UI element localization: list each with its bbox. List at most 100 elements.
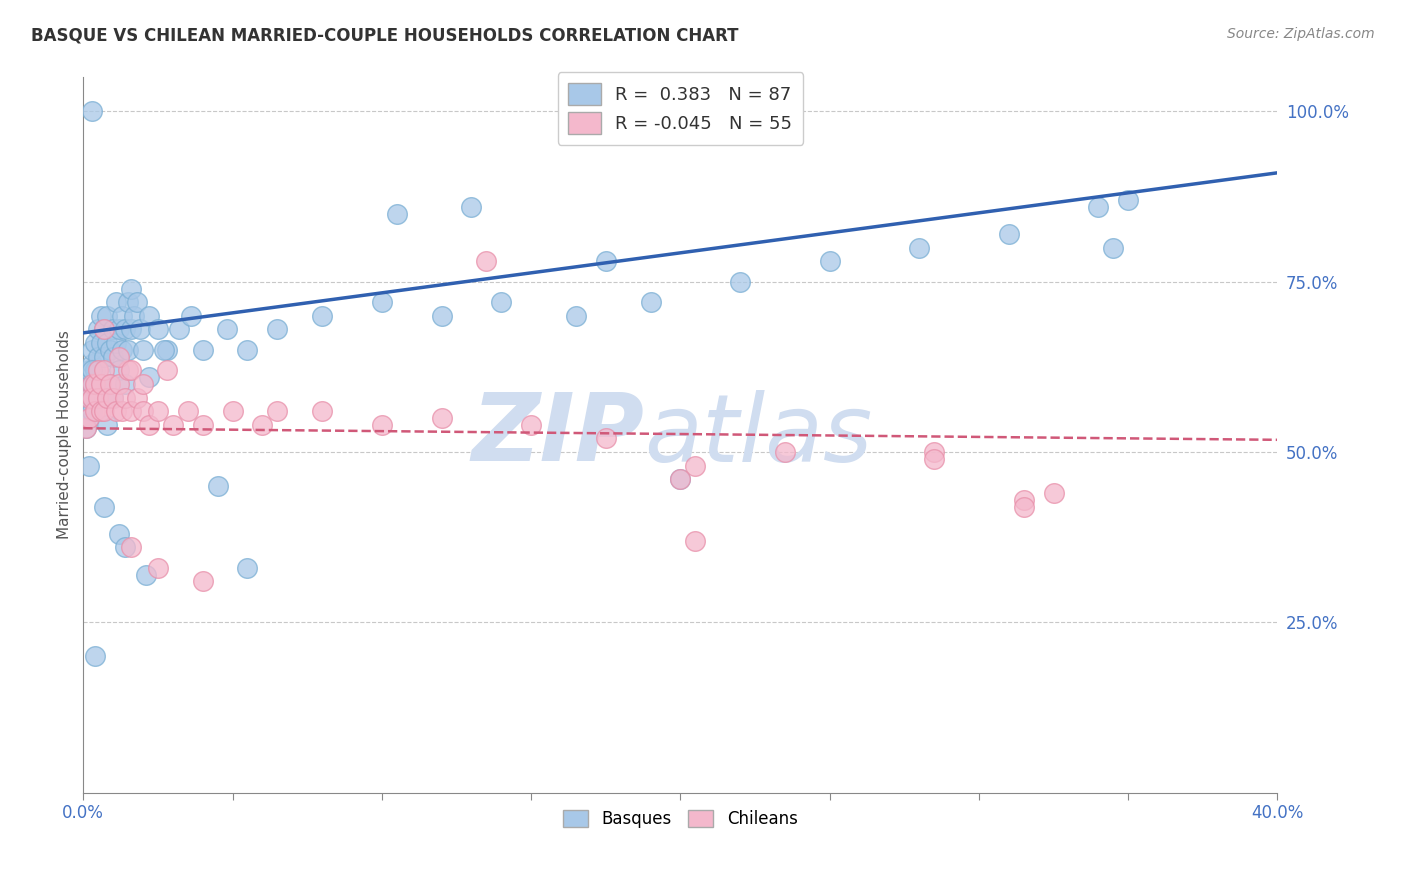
Point: [138, 309, 160, 323]
Point: [75, 411, 97, 425]
Point: [77, 376, 100, 391]
Legend: Basques, Chileans: Basques, Chileans: [557, 803, 804, 834]
Point: [156, 363, 179, 377]
Point: [98, 376, 121, 391]
Point: [177, 404, 200, 418]
Point: [669, 472, 692, 486]
Point: [120, 322, 142, 336]
Point: [90, 376, 112, 391]
Point: [93, 404, 115, 418]
Point: [101, 350, 124, 364]
Point: [311, 404, 333, 418]
Point: [111, 309, 134, 323]
Point: [108, 350, 131, 364]
Point: [93, 350, 115, 364]
Point: [475, 254, 498, 268]
Point: [114, 391, 136, 405]
Point: [565, 309, 588, 323]
Point: [82, 391, 104, 405]
Point: [162, 417, 184, 432]
Point: [96, 417, 118, 432]
Point: [685, 458, 707, 473]
Text: Source: ZipAtlas.com: Source: ZipAtlas.com: [1227, 27, 1375, 41]
Point: [90, 309, 112, 323]
Point: [75, 421, 97, 435]
Point: [491, 295, 513, 310]
Point: [132, 404, 155, 418]
Point: [84, 649, 107, 664]
Point: [101, 322, 124, 336]
Point: [385, 207, 408, 221]
Point: [82, 343, 104, 357]
Point: [114, 322, 136, 336]
Point: [105, 336, 128, 351]
Point: [252, 417, 274, 432]
Point: [93, 322, 115, 336]
Point: [111, 343, 134, 357]
Point: [922, 451, 945, 466]
Point: [101, 391, 124, 405]
Point: [1116, 193, 1139, 207]
Point: [1012, 492, 1035, 507]
Point: [77, 391, 100, 405]
Point: [669, 472, 692, 486]
Point: [96, 391, 118, 405]
Point: [82, 376, 104, 391]
Point: [117, 295, 139, 310]
Point: [87, 363, 110, 377]
Point: [77, 411, 100, 425]
Point: [132, 343, 155, 357]
Point: [1042, 486, 1064, 500]
Point: [82, 357, 104, 371]
Point: [773, 445, 796, 459]
Point: [129, 322, 152, 336]
Point: [728, 275, 751, 289]
Point: [77, 391, 100, 405]
Point: [82, 363, 104, 377]
Point: [93, 500, 115, 514]
Point: [120, 541, 142, 555]
Point: [84, 404, 107, 418]
Point: [311, 309, 333, 323]
Point: [207, 479, 229, 493]
Point: [125, 295, 148, 310]
Point: [77, 458, 100, 473]
Point: [180, 309, 202, 323]
Point: [922, 445, 945, 459]
Text: ZIP: ZIP: [471, 389, 644, 481]
Point: [167, 322, 190, 336]
Point: [93, 322, 115, 336]
Point: [87, 322, 110, 336]
Point: [82, 376, 104, 391]
Point: [82, 404, 104, 418]
Point: [191, 417, 214, 432]
Point: [75, 421, 97, 435]
Point: [108, 376, 131, 391]
Point: [114, 376, 136, 391]
Point: [105, 295, 128, 310]
Text: atlas: atlas: [644, 390, 873, 481]
Point: [77, 363, 100, 377]
Point: [90, 336, 112, 351]
Point: [1012, 500, 1035, 514]
Point: [997, 227, 1019, 241]
Point: [135, 567, 157, 582]
Point: [120, 363, 142, 377]
Point: [108, 363, 131, 377]
Text: BASQUE VS CHILEAN MARRIED-COUPLE HOUSEHOLDS CORRELATION CHART: BASQUE VS CHILEAN MARRIED-COUPLE HOUSEHO…: [31, 27, 738, 45]
Point: [460, 200, 482, 214]
Point: [120, 282, 142, 296]
Point: [90, 376, 112, 391]
Point: [87, 391, 110, 405]
Point: [236, 343, 259, 357]
Point: [84, 363, 107, 377]
Point: [146, 404, 169, 418]
Point: [266, 404, 288, 418]
Point: [266, 322, 288, 336]
Y-axis label: Married-couple Households: Married-couple Households: [58, 331, 72, 540]
Point: [108, 526, 131, 541]
Point: [685, 533, 707, 548]
Point: [75, 397, 97, 411]
Point: [221, 404, 243, 418]
Point: [520, 417, 543, 432]
